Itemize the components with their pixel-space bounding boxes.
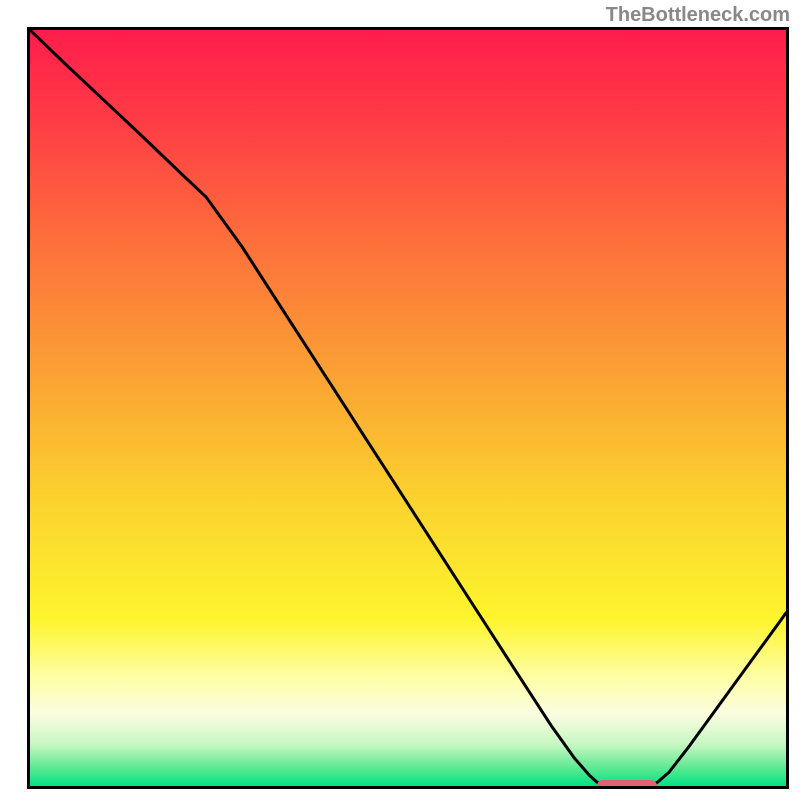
chart-container: TheBottleneck.com — [0, 0, 800, 800]
watermark-text: TheBottleneck.com — [606, 4, 790, 27]
optimum-marker — [597, 780, 657, 789]
bottleneck-curve — [30, 30, 786, 786]
curve-svg — [30, 30, 786, 786]
plot-area — [27, 27, 789, 789]
